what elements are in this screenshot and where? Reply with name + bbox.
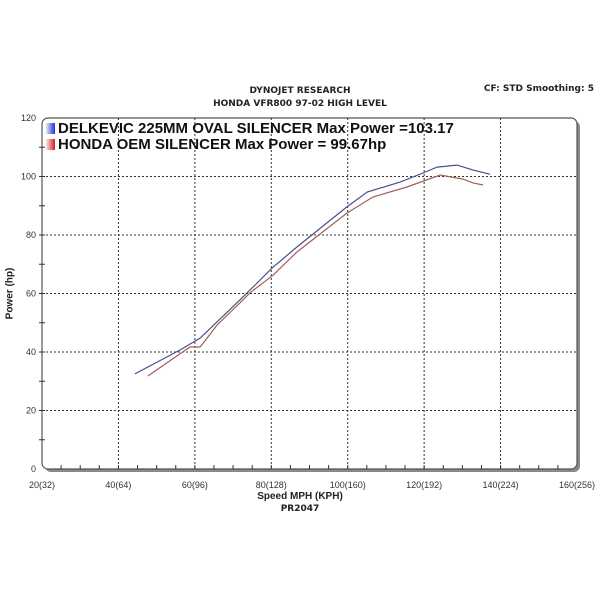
x-tick-label: 120(192) (406, 480, 442, 490)
y-tick-label: 60 (26, 289, 36, 299)
x-tick-label: 140(224) (483, 480, 519, 490)
legend-item-honda: HONDA OEM SILENCER Max Power = 99.67hp (45, 136, 386, 153)
x-tick-label: 80(128) (256, 480, 287, 490)
x-tick-label: 60(96) (182, 480, 208, 490)
correction-factor-label: CF: STD Smoothing: 5 (483, 84, 594, 94)
x-axis-label: Speed MPH (KPH) (257, 491, 343, 502)
y-tick-label: 20 (26, 406, 36, 416)
legend-item-delkevic: DELKEVIC 225MM OVAL SILENCER Max Power =… (45, 120, 454, 137)
legend-swatch-red (45, 139, 55, 150)
chart-title: DYNOJET RESEARCH (249, 86, 351, 96)
y-tick-label: 80 (26, 230, 36, 240)
y-tick-label: 40 (26, 347, 36, 357)
y-tick-label: 0 (31, 464, 36, 474)
y-tick-label: 100 (21, 172, 36, 182)
legend-swatch-blue (45, 123, 55, 134)
chart-subtitle: HONDA VFR800 97-02 HIGH LEVEL (213, 99, 387, 109)
legend-label: DELKEVIC 225MM OVAL SILENCER Max Power =… (58, 120, 454, 137)
x-tick-label: 100(160) (330, 480, 366, 490)
x-tick-label: 40(64) (105, 480, 131, 490)
run-code: PR2047 (280, 504, 320, 514)
y-axis-label: Power (hp) (4, 267, 16, 320)
legend-label: HONDA OEM SILENCER Max Power = 99.67hp (58, 136, 387, 153)
x-tick-label: 160(256) (559, 480, 595, 490)
x-tick-label: 20(32) (29, 480, 55, 490)
y-tick-label: 120 (21, 113, 36, 123)
